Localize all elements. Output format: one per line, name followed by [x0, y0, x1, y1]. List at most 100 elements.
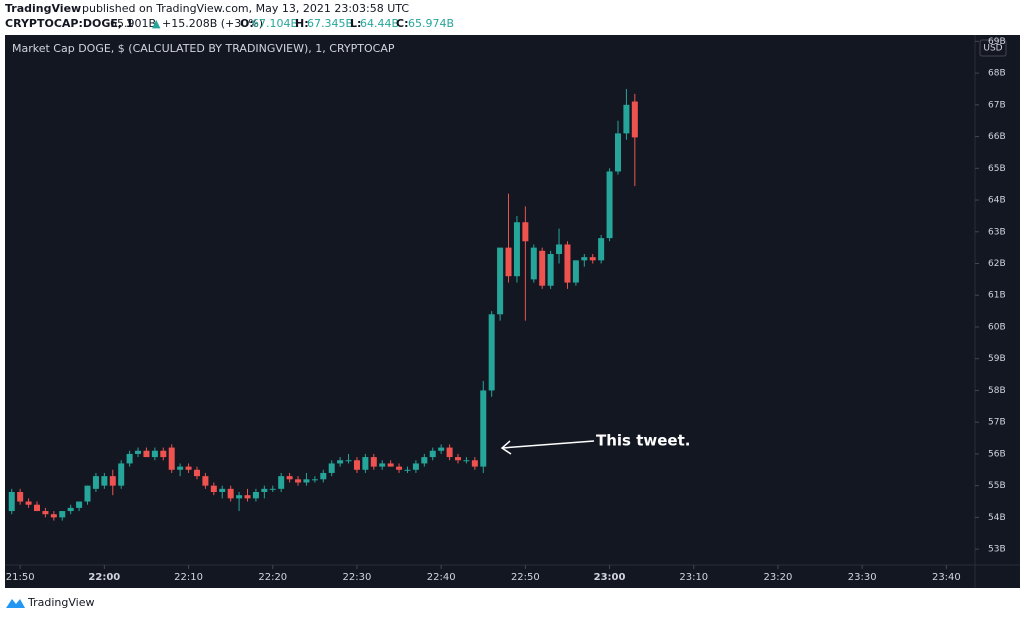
candle-body: [328, 463, 335, 473]
candle-body: [505, 247, 512, 277]
candle-body: [219, 488, 226, 493]
candle-body: [581, 257, 588, 261]
low-value: 64.44B: [360, 17, 399, 30]
candle-body: [126, 453, 133, 464]
y-tick-label: 62B: [988, 259, 1006, 269]
candle-body: [631, 101, 638, 138]
candle-body: [135, 450, 142, 454]
x-tick-label: 22:00: [88, 572, 120, 583]
candle-body: [33, 504, 40, 512]
candle-body: [539, 250, 546, 286]
y-tick-label: 67B: [988, 100, 1006, 110]
candle-body: [25, 501, 32, 505]
candle-body: [455, 457, 462, 461]
candle-body: [379, 463, 386, 467]
x-tick-label: 23:20: [764, 572, 793, 583]
last-value: 65.901B: [110, 17, 156, 30]
candle-body: [370, 457, 377, 467]
candle-body: [471, 460, 478, 467]
close-value: 65.974B: [408, 17, 454, 30]
candle-body: [412, 463, 419, 470]
x-tick-label: 23:00: [594, 572, 626, 583]
candle-body: [151, 450, 158, 458]
x-tick-label: 23:30: [848, 572, 877, 583]
candle-body: [387, 463, 394, 467]
candle-body: [278, 476, 285, 489]
x-tick-label: 23:40: [932, 572, 961, 583]
candle-body: [236, 495, 243, 499]
candle-body: [185, 466, 192, 470]
candle-body: [295, 479, 302, 483]
candle-body: [564, 244, 571, 283]
candle-body: [143, 450, 150, 458]
change: +15.208B (+30%): [162, 17, 263, 30]
candle-body: [42, 511, 49, 515]
open-label: O:: [240, 17, 254, 30]
close-label: C:: [396, 17, 408, 30]
y-tick-label: 60B: [988, 322, 1006, 332]
x-tick-label: 22:50: [511, 572, 540, 583]
candle-body: [303, 479, 310, 483]
candle-body: [337, 460, 344, 464]
y-tick-label: 53B: [988, 545, 1006, 555]
y-tick-label: 54B: [988, 513, 1006, 523]
published-note: published on TradingView.com, May 13, 20…: [82, 2, 409, 15]
y-tick-label: 58B: [988, 386, 1006, 396]
candle-body: [589, 257, 596, 261]
annotation-arrow: [501, 440, 595, 449]
y-tick-label: 56B: [988, 449, 1006, 459]
candle-body: [606, 171, 613, 239]
candle-body: [311, 479, 318, 481]
annotation-arrowhead: [500, 440, 512, 455]
candle-body: [396, 466, 403, 470]
logo-icon: [6, 599, 25, 608]
candle-body: [572, 260, 579, 283]
candle-body: [362, 457, 369, 470]
candle-body: [50, 514, 57, 518]
footer-brand: TradingView: [27, 596, 94, 609]
plot: [8, 88, 638, 521]
y-tick-label: 65B: [988, 164, 1006, 174]
candle-body: [598, 238, 605, 261]
candle-body: [160, 450, 167, 458]
annotation: This tweet.: [596, 432, 690, 450]
candle-body: [202, 476, 209, 486]
candle-body: [497, 247, 504, 315]
currency-badge[interactable]: [979, 39, 1007, 57]
low-label: L:: [350, 17, 361, 30]
candle-body: [480, 390, 487, 467]
symbol: CRYPTOCAP:DOGE, 1: [5, 17, 134, 30]
x-tick-label: 23:10: [679, 572, 708, 583]
candle-body: [513, 222, 520, 277]
candle-body: [286, 476, 293, 480]
high-label: H:: [295, 17, 309, 30]
candle-body: [446, 447, 453, 458]
ohlc-line: CRYPTOCAP:DOGE, 1 65.901B ▲ +15.208B (+3…: [5, 17, 454, 30]
y-tick-label: 63B: [988, 227, 1006, 237]
candle-body: [261, 488, 268, 493]
x-tick-label: 22:40: [427, 572, 456, 583]
y-tick-label: 64B: [988, 196, 1006, 206]
candle-body: [118, 463, 125, 486]
open-value: 67.104B: [252, 17, 298, 30]
candle-body: [404, 469, 411, 471]
y-tick-label: 57B: [988, 418, 1006, 428]
candle-body: [109, 476, 116, 486]
y-tick-label: 69B: [988, 37, 1006, 47]
candle-body: [76, 501, 83, 508]
candle-body: [488, 314, 495, 391]
candle-body: [67, 507, 74, 512]
candle-body: [614, 133, 621, 172]
candle-body: [438, 447, 445, 451]
y-tick-label: 55B: [988, 481, 1006, 491]
candle-body: [252, 492, 259, 499]
candle-body: [59, 511, 66, 518]
candle-body: [320, 472, 327, 480]
candle-body: [227, 488, 234, 499]
x-tick-label: 22:20: [258, 572, 287, 583]
candle-body: [101, 476, 108, 486]
candle-body: [84, 485, 91, 502]
candle-body: [210, 485, 217, 493]
candle-body: [168, 447, 175, 470]
